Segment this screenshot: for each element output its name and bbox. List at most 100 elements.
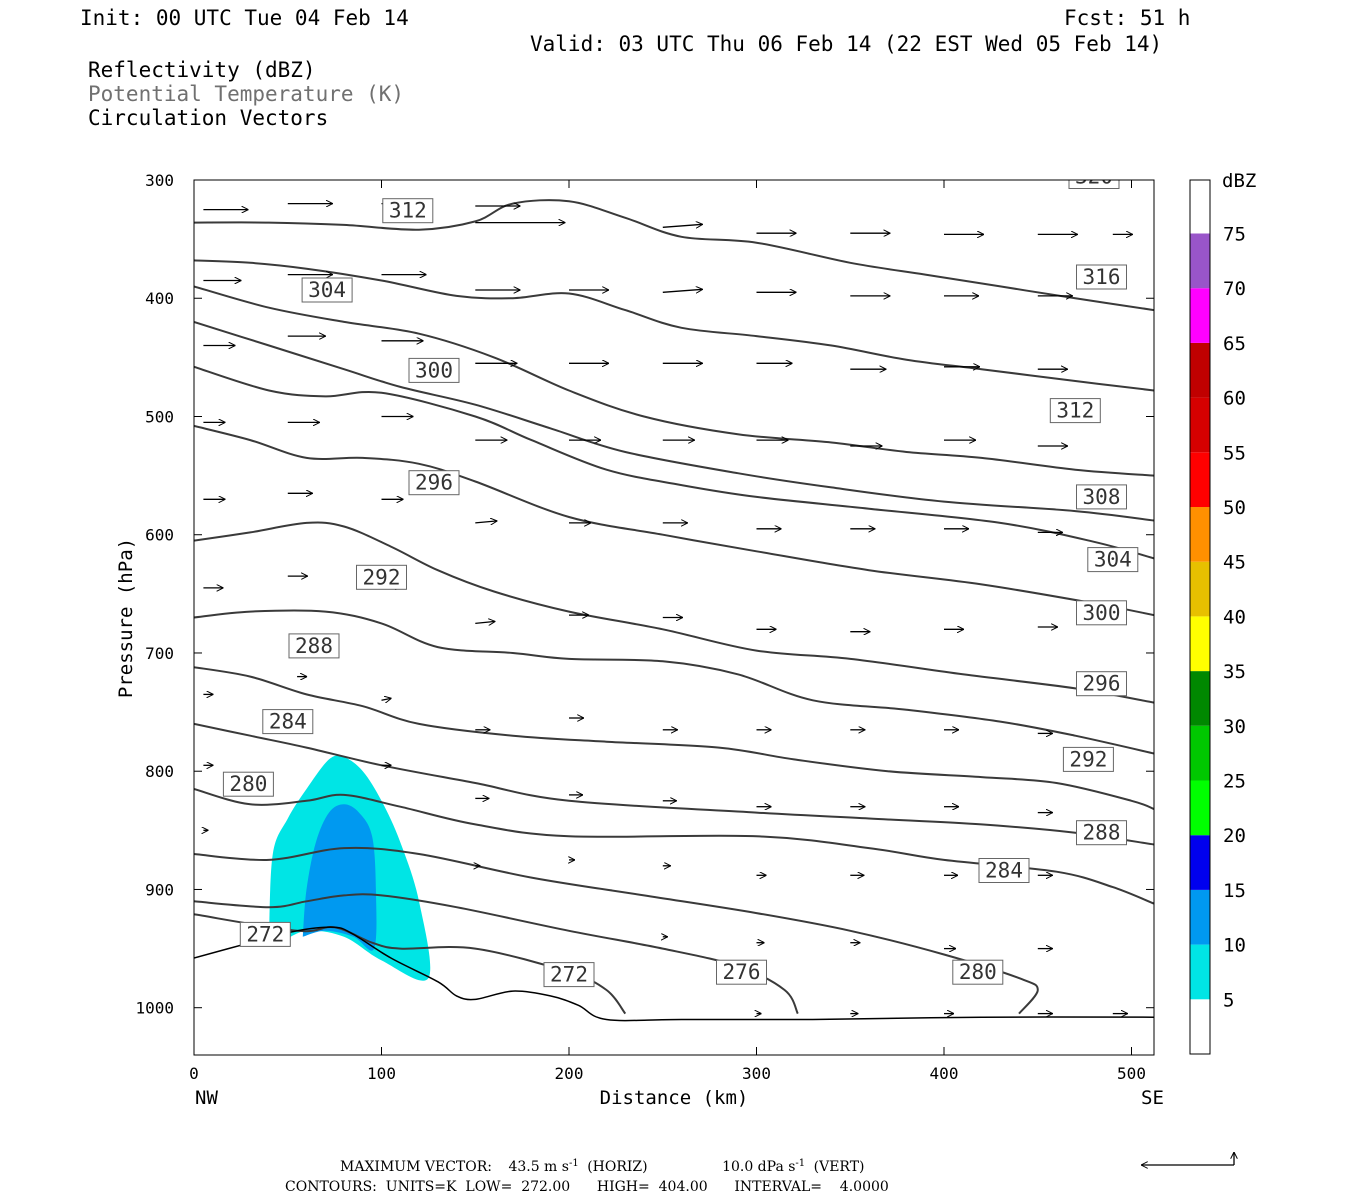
colorbar-segment xyxy=(1190,452,1210,507)
contour-label: 288 xyxy=(295,634,333,658)
contour-label: 324 xyxy=(1083,57,1121,81)
colorbar-level-label: 55 xyxy=(1223,442,1246,464)
colorbar-segment xyxy=(1190,507,1210,562)
contour-label: 308 xyxy=(1083,485,1121,509)
contour-label-box xyxy=(1076,671,1127,697)
colorbar-level-label: 5 xyxy=(1223,989,1234,1011)
colorbar-segment xyxy=(1190,944,1210,1000)
theta-contour-300 xyxy=(194,521,1154,704)
colorbar-segment xyxy=(1190,342,1210,398)
reflectivity-10dbz-area xyxy=(302,804,377,951)
contour-label-box xyxy=(409,143,459,167)
y-tick-label: 600 xyxy=(145,526,174,545)
theta-contour-280 xyxy=(194,846,1039,1015)
colorbar-level-label: 15 xyxy=(1223,880,1246,902)
legend-potential-temperature: Potential Temperature (K) xyxy=(88,82,404,106)
theta-contour-324 xyxy=(194,199,1154,312)
x-tick-label: 300 xyxy=(742,1064,771,1083)
colorbar-level-label: 45 xyxy=(1223,552,1246,574)
contour-label: 300 xyxy=(415,358,453,382)
contour-label-box xyxy=(978,858,1030,883)
colorbar-segment xyxy=(1190,397,1210,453)
contour-label-box xyxy=(222,771,274,797)
contour-label: 316 xyxy=(415,143,453,167)
colorbar-frame xyxy=(1189,179,1211,1055)
colorbar-segment xyxy=(1190,233,1210,289)
circulation-vector xyxy=(475,621,495,623)
y-tick-label: 800 xyxy=(145,762,174,781)
contour-label-box xyxy=(1076,484,1127,510)
colorbar-level-label: 65 xyxy=(1223,333,1246,355)
contour-label-box xyxy=(408,357,460,383)
contour-label-box xyxy=(288,633,340,659)
theta-contour-316 xyxy=(194,285,1154,477)
x-tick-label: 400 xyxy=(930,1064,959,1083)
y-tick-label: 700 xyxy=(145,644,174,663)
y-tick-label: 400 xyxy=(145,289,174,308)
colorbar-segment xyxy=(1190,835,1210,890)
contour-label-box xyxy=(1076,820,1127,846)
contour-label-box xyxy=(1076,600,1127,626)
y-tick-label: 300 xyxy=(145,171,174,190)
x-tick-label: 100 xyxy=(367,1064,396,1083)
contour-label: 276 xyxy=(723,960,761,984)
contour-label: 284 xyxy=(985,859,1023,883)
contour-label: 296 xyxy=(1083,672,1121,696)
colorbar-level-label: 50 xyxy=(1223,497,1246,519)
terrain xyxy=(194,926,1154,1022)
contour-label-box xyxy=(262,709,314,735)
x-tick-label: 500 xyxy=(1117,1064,1146,1083)
axes: 300 400 500 600 700 800 900 1000 0 100 200 300 400 50… xyxy=(135,171,1154,1083)
theta-contour-304 xyxy=(194,424,1154,617)
circulation-vectors xyxy=(203,204,1133,1014)
colorbar-segment xyxy=(1190,616,1210,672)
contour-label: 272 xyxy=(246,922,284,946)
colorbar-level-label: 75 xyxy=(1223,224,1246,246)
contour-label: 304 xyxy=(1094,548,1132,572)
contour-label-box xyxy=(1068,180,1120,189)
y-tick-label: 900 xyxy=(145,880,174,899)
colorbar-segment xyxy=(1190,725,1210,781)
contour-label: 272 xyxy=(550,963,588,987)
contour-label: 316 xyxy=(1083,265,1121,289)
theta-contour-308 xyxy=(194,365,1154,560)
contour-label: 304 xyxy=(308,278,346,302)
forecast-hour: Fcst: 51 h xyxy=(1064,6,1190,30)
contour-label-box xyxy=(1087,547,1139,573)
circulation-vector xyxy=(381,698,392,700)
colorbar-level-label: 20 xyxy=(1223,825,1246,847)
y-tick-label: 500 xyxy=(145,407,174,426)
contour-label-box xyxy=(952,959,1004,985)
x-right-direction: SE xyxy=(1141,1087,1164,1109)
colorbar-level-label: 40 xyxy=(1223,606,1246,628)
x-tick-label: 200 xyxy=(555,1064,584,1083)
legend-circulation-vectors: Circulation Vectors xyxy=(88,106,328,130)
reference-vector-icon xyxy=(1141,1152,1234,1165)
theta-contours xyxy=(194,199,1154,1015)
theta-contour-288 xyxy=(194,722,1154,846)
contour-label-box xyxy=(1049,398,1101,424)
contour-label: 292 xyxy=(363,565,401,589)
colorbar-level-label: 25 xyxy=(1223,771,1246,793)
contour-label-box xyxy=(382,198,434,224)
contour-label: 300 xyxy=(1083,601,1121,625)
colorbar-level-label: 35 xyxy=(1223,661,1246,683)
circulation-vector xyxy=(475,521,497,523)
contour-label-box xyxy=(716,959,767,985)
contour-label: 320 xyxy=(400,64,438,88)
colorbar-level-label: 70 xyxy=(1223,278,1246,300)
colorbar-segment xyxy=(1190,780,1210,836)
colorbar-level-label: 60 xyxy=(1223,388,1246,410)
x-axis-label: Distance (km) xyxy=(600,1087,749,1109)
legend-reflectivity: Reflectivity (dBZ) xyxy=(88,58,316,82)
plot-frame xyxy=(193,179,1155,1056)
x-tick-label: 0 xyxy=(189,1064,199,1083)
colorbar-title: dBZ xyxy=(1222,170,1256,192)
colorbar-segment xyxy=(1190,671,1210,726)
contour-label-box xyxy=(239,921,291,947)
colorbar-segment xyxy=(1190,178,1210,234)
colorbar-below-5 xyxy=(1190,999,1210,1054)
colorbar-level-label: 10 xyxy=(1223,935,1246,957)
terrain-line xyxy=(194,926,1154,1022)
